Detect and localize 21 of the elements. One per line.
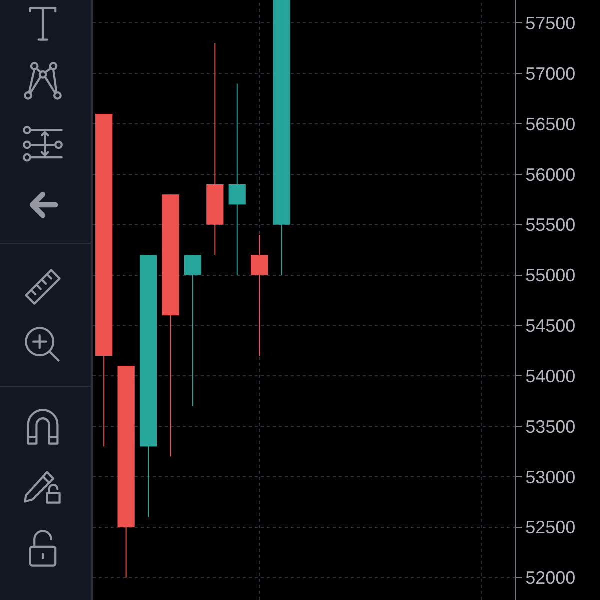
y-tick-label: 54000 — [526, 366, 576, 386]
y-tick-label: 56000 — [526, 164, 576, 185]
y-tick-label: 53500 — [526, 416, 576, 437]
candlestick — [228, 83, 246, 276]
candlestick — [273, 0, 290, 276]
y-tick-label: 52500 — [526, 518, 576, 538]
y-tick-label: 55000 — [526, 266, 576, 286]
y-tick-label: 52000 — [526, 568, 576, 588]
candlestick — [118, 366, 135, 578]
candlestick — [184, 254, 202, 407]
y-tick-label: 55500 — [526, 215, 576, 236]
y-tick-label: 57000 — [526, 64, 576, 84]
candlestick — [140, 254, 158, 518]
y-tick-label: 56500 — [526, 114, 576, 134]
candlestick — [162, 194, 180, 458]
y-tick-label: 57500 — [526, 13, 576, 34]
candlestick — [96, 113, 113, 448]
y-tick-label: 53000 — [526, 467, 576, 488]
candlestick — [251, 234, 268, 356]
candlestick — [206, 42, 224, 256]
y-tick-label: 54500 — [526, 316, 576, 336]
